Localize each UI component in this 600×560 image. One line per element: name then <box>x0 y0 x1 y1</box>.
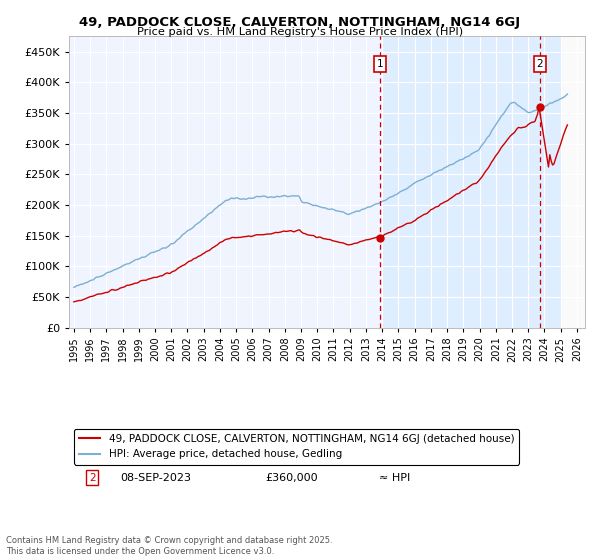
Bar <box>560 36 585 328</box>
Text: 1: 1 <box>89 449 95 459</box>
Text: 49, PADDOCK CLOSE, CALVERTON, NOTTINGHAM, NG14 6GJ: 49, PADDOCK CLOSE, CALVERTON, NOTTINGHAM… <box>79 16 521 29</box>
Text: 2: 2 <box>89 473 95 483</box>
Text: 2: 2 <box>536 59 543 69</box>
Text: ≈ HPI: ≈ HPI <box>379 473 410 483</box>
Text: Price paid vs. HM Land Registry's House Price Index (HPI): Price paid vs. HM Land Registry's House … <box>137 27 463 37</box>
Text: 23% ↓ HPI: 23% ↓ HPI <box>379 449 438 459</box>
Text: 1: 1 <box>377 59 383 69</box>
Bar <box>560 36 585 328</box>
Legend: 49, PADDOCK CLOSE, CALVERTON, NOTTINGHAM, NG14 6GJ (detached house), HPI: Averag: 49, PADDOCK CLOSE, CALVERTON, NOTTINGHAM… <box>74 429 520 465</box>
Bar <box>382 36 560 328</box>
Text: Contains HM Land Registry data © Crown copyright and database right 2025.
This d: Contains HM Land Registry data © Crown c… <box>6 536 332 556</box>
Text: 18-NOV-2013: 18-NOV-2013 <box>121 449 195 459</box>
Text: £360,000: £360,000 <box>265 473 318 483</box>
Text: 08-SEP-2023: 08-SEP-2023 <box>121 473 191 483</box>
Text: £146,500: £146,500 <box>265 449 318 459</box>
